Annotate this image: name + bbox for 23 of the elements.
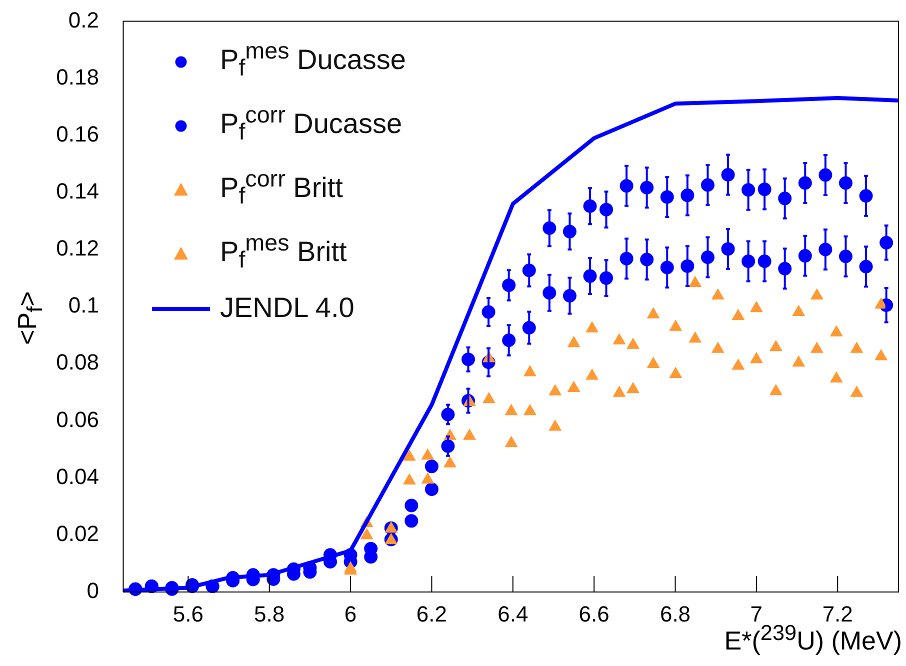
y-tick-label: 0.06 — [56, 406, 99, 432]
x-tick-label: 6.8 — [660, 601, 691, 626]
x-tick-label: 6 — [344, 601, 357, 626]
y-tick-label: 0.12 — [56, 236, 99, 261]
legend-label: P$_{f}$$^{corr}$ Ducasse — [220, 102, 402, 145]
y-tick-label: 0.14 — [56, 178, 99, 204]
y-tick-label: 0.1 — [68, 292, 99, 318]
legend-label: P$_{f}$$^{mes}$ Britt — [220, 230, 347, 273]
x-tick-label: 5.6 — [172, 601, 204, 626]
y-tick-label: 0.18 — [56, 64, 99, 90]
legend-label: P$_{f}$$^{corr}$ Britt — [220, 166, 343, 209]
y-tick-label: 0.04 — [56, 464, 99, 489]
legend-label: P$_{f}$$^{mes}$ Ducasse — [220, 38, 406, 81]
y-tick-label: 0.16 — [56, 121, 99, 146]
x-tick-label: 6.4 — [498, 601, 528, 626]
x-tick-label: 6.2 — [416, 601, 448, 626]
y-tick-label: 0.08 — [56, 350, 99, 375]
y-tick-label: 0.2 — [68, 7, 99, 32]
y-tick-label: 0.02 — [56, 520, 99, 546]
y-tick-label: 0 — [86, 578, 99, 604]
x-tick-label: 6.6 — [578, 601, 610, 626]
x-tick-label: 5.8 — [254, 601, 285, 626]
legend-label: JENDL 4.0 — [220, 292, 354, 323]
